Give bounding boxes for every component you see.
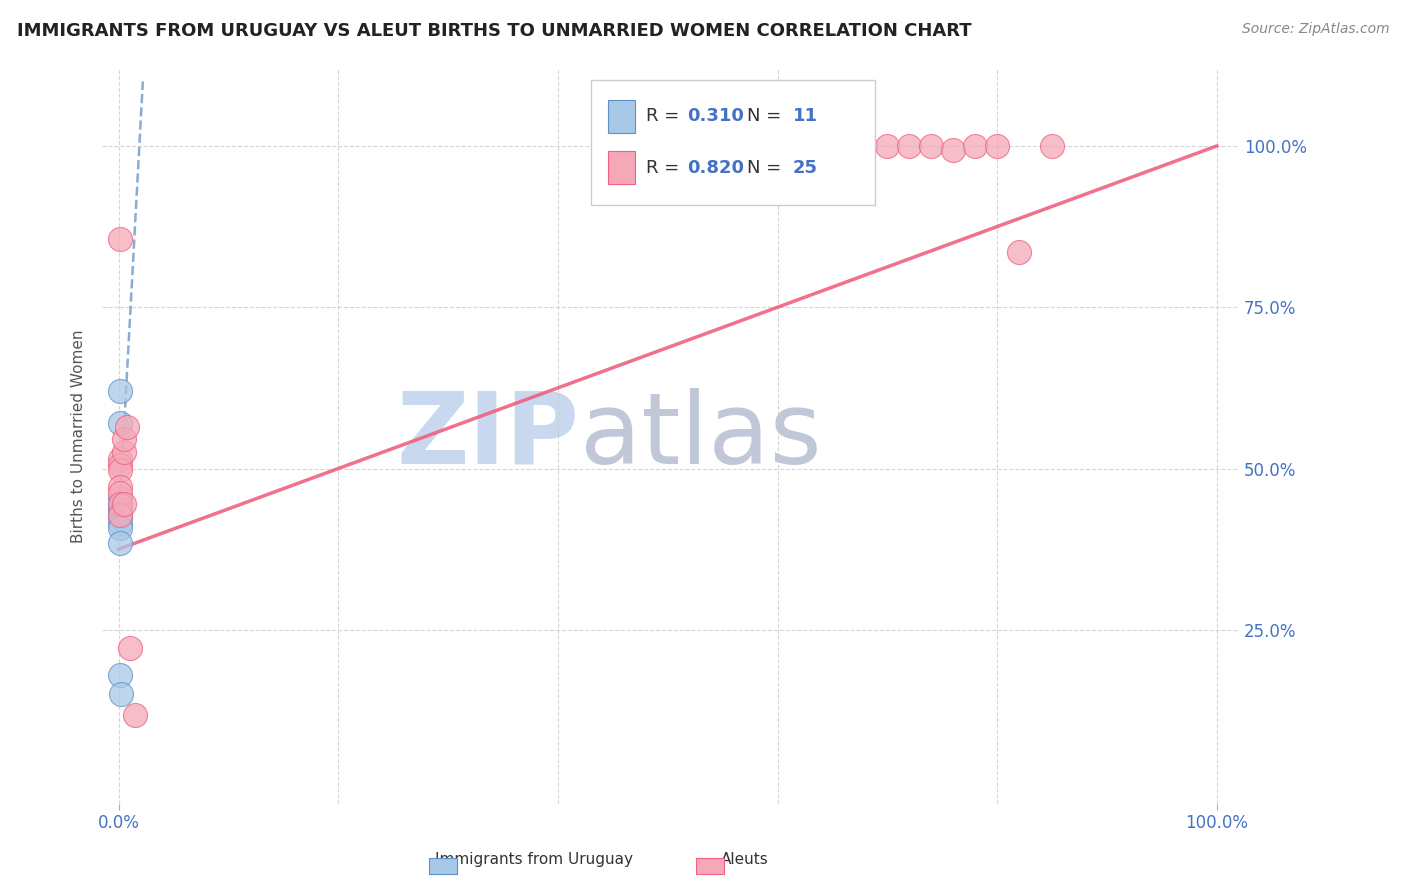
Text: Aleuts: Aleuts [721, 852, 769, 867]
Point [942, 144, 965, 158]
Point [108, 501, 131, 516]
Text: 0.820: 0.820 [686, 159, 744, 177]
Point [108, 508, 131, 522]
Text: N =: N = [747, 159, 786, 177]
Point [855, 139, 877, 153]
Text: Immigrants from Uruguay: Immigrants from Uruguay [436, 852, 633, 867]
Text: atlas: atlas [579, 388, 821, 484]
Point [876, 139, 898, 153]
Point [108, 479, 131, 493]
Point [110, 687, 132, 701]
Point [965, 139, 987, 153]
Point [898, 139, 921, 153]
FancyBboxPatch shape [591, 79, 875, 204]
Point [117, 419, 139, 434]
Point [108, 668, 131, 682]
Text: 0.310: 0.310 [686, 107, 744, 125]
Text: ZIP: ZIP [396, 388, 579, 484]
Point [108, 521, 131, 535]
Point [1040, 139, 1063, 153]
Point [108, 516, 131, 531]
Text: IMMIGRANTS FROM URUGUAY VS ALEUT BIRTHS TO UNMARRIED WOMEN CORRELATION CHART: IMMIGRANTS FROM URUGUAY VS ALEUT BIRTHS … [17, 22, 972, 40]
Point [920, 139, 942, 153]
Point [1008, 245, 1031, 260]
Point [108, 458, 131, 473]
Point [108, 509, 131, 524]
FancyBboxPatch shape [607, 152, 634, 185]
Point [108, 232, 131, 246]
Point [810, 144, 832, 158]
Text: 25: 25 [793, 159, 818, 177]
Point [108, 497, 131, 511]
Point [124, 708, 146, 723]
Point [755, 139, 778, 153]
Point [108, 463, 131, 477]
Point [108, 535, 131, 549]
Point [108, 384, 131, 398]
Text: Source: ZipAtlas.com: Source: ZipAtlas.com [1241, 22, 1389, 37]
Point [108, 451, 131, 466]
Point [108, 491, 131, 505]
Point [112, 433, 135, 447]
Text: R =: R = [645, 107, 685, 125]
Point [986, 139, 1008, 153]
Point [112, 445, 135, 459]
Text: N =: N = [747, 107, 786, 125]
Y-axis label: Births to Unmarried Women: Births to Unmarried Women [72, 329, 86, 543]
Text: 11: 11 [793, 107, 818, 125]
Point [112, 497, 135, 511]
Point [118, 640, 141, 655]
Text: R =: R = [645, 159, 685, 177]
FancyBboxPatch shape [607, 100, 634, 133]
Point [108, 417, 131, 431]
Point [108, 497, 131, 511]
Point [108, 505, 131, 519]
Point [108, 486, 131, 500]
